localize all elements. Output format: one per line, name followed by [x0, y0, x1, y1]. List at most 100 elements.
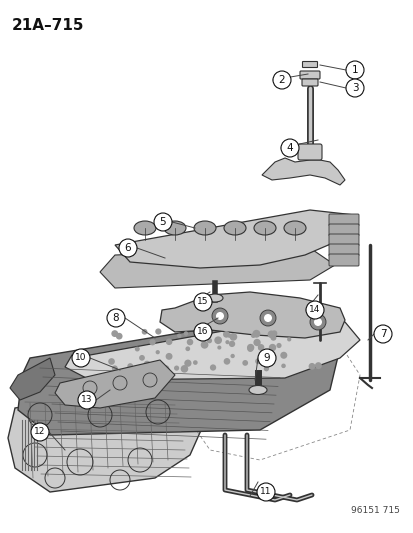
Circle shape — [252, 330, 260, 338]
Text: 10: 10 — [75, 353, 87, 362]
Ellipse shape — [248, 385, 266, 394]
Circle shape — [141, 329, 147, 335]
FancyBboxPatch shape — [299, 71, 319, 79]
Circle shape — [257, 344, 264, 351]
Text: 6: 6 — [124, 243, 131, 253]
Text: 15: 15 — [197, 297, 208, 306]
Text: 5: 5 — [159, 217, 166, 227]
Circle shape — [227, 333, 231, 338]
Circle shape — [165, 353, 172, 360]
FancyBboxPatch shape — [302, 61, 317, 68]
Circle shape — [345, 61, 363, 79]
Text: 11: 11 — [260, 488, 271, 497]
Circle shape — [119, 239, 137, 257]
Circle shape — [135, 346, 140, 351]
Circle shape — [263, 314, 271, 322]
Polygon shape — [159, 292, 344, 338]
Circle shape — [271, 330, 277, 336]
Circle shape — [192, 360, 197, 365]
Circle shape — [259, 310, 275, 326]
Text: 3: 3 — [351, 83, 357, 93]
Text: 8: 8 — [112, 313, 119, 323]
FancyBboxPatch shape — [328, 214, 358, 226]
Circle shape — [308, 363, 315, 370]
Circle shape — [211, 308, 228, 324]
Circle shape — [223, 358, 230, 365]
Polygon shape — [115, 210, 354, 268]
Circle shape — [267, 352, 273, 359]
Circle shape — [230, 354, 234, 358]
Circle shape — [183, 332, 188, 336]
Circle shape — [180, 365, 188, 373]
Ellipse shape — [223, 221, 245, 235]
Text: 13: 13 — [81, 395, 93, 405]
Text: 14: 14 — [309, 305, 320, 314]
Ellipse shape — [206, 294, 223, 302]
Circle shape — [206, 338, 211, 343]
Text: 7: 7 — [379, 329, 385, 339]
Circle shape — [194, 323, 211, 341]
Polygon shape — [65, 318, 359, 380]
FancyBboxPatch shape — [297, 144, 321, 160]
Circle shape — [280, 364, 285, 368]
FancyBboxPatch shape — [328, 234, 358, 246]
Circle shape — [309, 314, 325, 330]
Text: 2: 2 — [278, 75, 285, 85]
Text: 16: 16 — [197, 327, 208, 336]
Polygon shape — [100, 248, 334, 288]
Circle shape — [247, 346, 253, 352]
Circle shape — [200, 341, 208, 349]
Circle shape — [116, 333, 122, 340]
Circle shape — [280, 139, 298, 157]
Circle shape — [194, 293, 211, 311]
Polygon shape — [55, 360, 175, 408]
Ellipse shape — [134, 221, 156, 235]
Circle shape — [185, 346, 190, 351]
Circle shape — [257, 349, 275, 367]
Circle shape — [254, 358, 260, 364]
Polygon shape — [8, 382, 209, 492]
Circle shape — [257, 345, 262, 351]
Circle shape — [247, 344, 254, 351]
Circle shape — [250, 333, 255, 338]
Circle shape — [268, 344, 275, 351]
Polygon shape — [261, 158, 344, 185]
Circle shape — [149, 339, 155, 345]
Circle shape — [112, 366, 117, 372]
Circle shape — [373, 325, 391, 343]
Circle shape — [217, 345, 221, 350]
Circle shape — [155, 350, 159, 354]
Circle shape — [143, 361, 150, 368]
FancyBboxPatch shape — [301, 79, 317, 86]
Circle shape — [253, 339, 260, 346]
Circle shape — [204, 334, 209, 340]
Text: 1: 1 — [351, 65, 357, 75]
Circle shape — [186, 339, 193, 345]
Circle shape — [107, 309, 125, 327]
Circle shape — [276, 343, 281, 348]
Circle shape — [313, 318, 321, 326]
Circle shape — [78, 391, 96, 409]
Circle shape — [225, 340, 229, 344]
Circle shape — [31, 423, 49, 441]
Polygon shape — [18, 318, 339, 435]
Circle shape — [242, 360, 247, 366]
Circle shape — [228, 341, 235, 347]
Polygon shape — [10, 358, 55, 400]
Circle shape — [127, 363, 133, 369]
Circle shape — [267, 330, 275, 338]
Circle shape — [263, 366, 268, 372]
Ellipse shape — [283, 221, 305, 235]
Circle shape — [305, 301, 323, 319]
Circle shape — [173, 366, 179, 370]
Circle shape — [286, 337, 291, 342]
Ellipse shape — [194, 221, 216, 235]
Circle shape — [154, 213, 171, 231]
Text: 12: 12 — [34, 427, 45, 437]
Circle shape — [270, 335, 276, 341]
Circle shape — [209, 365, 216, 370]
Circle shape — [280, 352, 287, 359]
Circle shape — [345, 79, 363, 97]
Text: 9: 9 — [263, 353, 270, 363]
FancyBboxPatch shape — [328, 244, 358, 256]
